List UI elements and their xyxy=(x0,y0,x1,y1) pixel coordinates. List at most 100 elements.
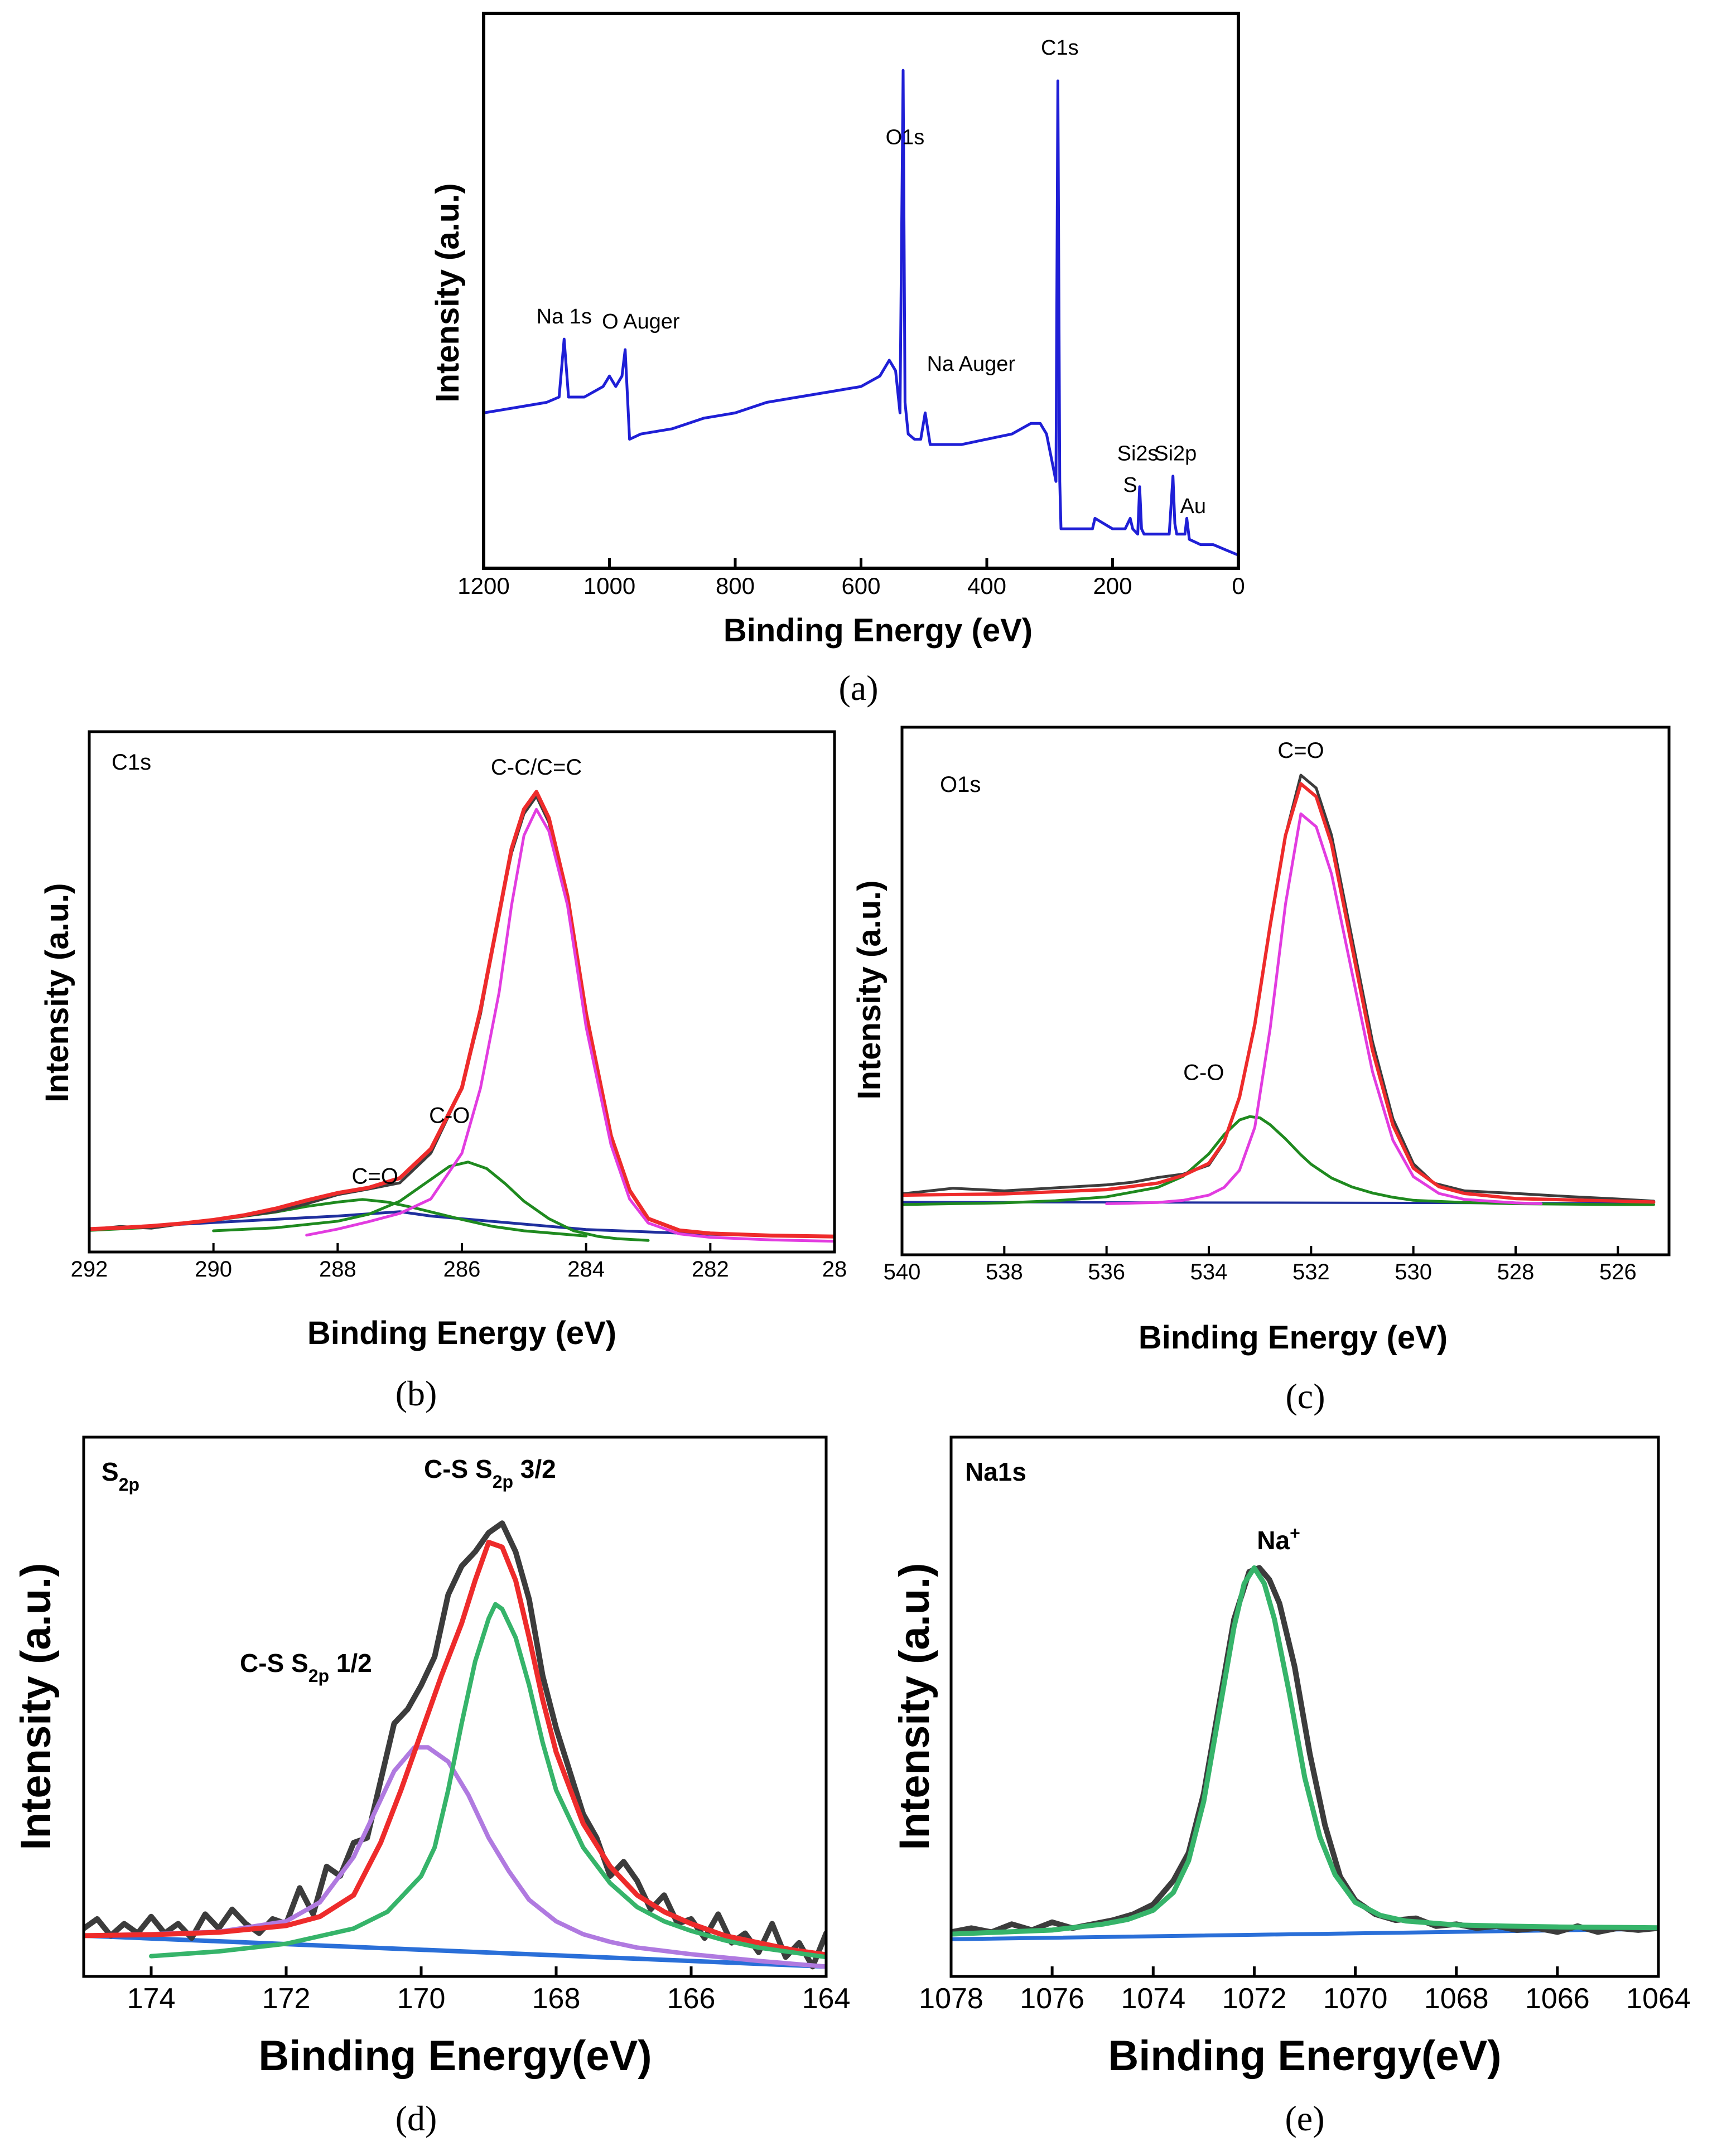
panel-c-series-envelope xyxy=(902,782,1656,1204)
panel-b-title: C1s xyxy=(112,750,151,775)
panel-b-tick-label: 290 xyxy=(195,1257,232,1282)
panel-b-peak-labels: C-C/C=C C-O C=O xyxy=(351,755,582,1189)
panel-c-title: O1s xyxy=(940,772,981,797)
panel-d-s2p: 174 172 170 168 166 164 S2p C-S S2p 3/2 C-S S… xyxy=(12,1435,851,2138)
panel-e-title: Na1s xyxy=(965,1457,1026,1486)
panel-e-y-axis-label: Intensity (a.u.) xyxy=(891,1563,938,1850)
panel-c-annotation-c-o: C-O xyxy=(1183,1061,1224,1085)
panel-a-annotation-c1s: C1s xyxy=(1041,36,1079,60)
panel-c-y-axis-label: Intensity (a.u.) xyxy=(851,880,888,1099)
panel-b-x-ticks: 292 290 288 286 284 282 28 xyxy=(71,1243,847,1282)
panel-e-tick-label: 1070 xyxy=(1323,1983,1388,2015)
panel-a-plot-area xyxy=(484,69,1238,557)
panel-d-tick-label: 164 xyxy=(802,1983,851,2015)
panel-d-tick-label: 170 xyxy=(397,1983,446,2015)
panel-e-series-na xyxy=(951,1565,1658,1937)
panel-d-x-axis-label: Binding Energy(eV) xyxy=(258,2032,652,2080)
panel-c-x-axis-label: Binding Energy (eV) xyxy=(1139,1319,1448,1356)
caption-e: (e) xyxy=(1285,2099,1324,2138)
panel-e-tick-label: 1078 xyxy=(919,1983,983,2015)
panel-c-tick-label: 536 xyxy=(1088,1260,1125,1284)
panel-b-series-group xyxy=(89,790,835,1243)
panel-c-series-c-o xyxy=(902,1115,1655,1206)
panel-c-tick-label: 540 xyxy=(884,1260,921,1284)
panel-d-series-group xyxy=(84,1520,826,1970)
panel-d-tick-label: 174 xyxy=(127,1983,176,2015)
caption-d: (d) xyxy=(396,2099,437,2138)
panel-e-tick-label: 1064 xyxy=(1626,1983,1691,2015)
panel-b-series-c-c-c-c xyxy=(305,808,835,1243)
panel-e-label-na-plus: Na+ xyxy=(1257,1523,1300,1555)
panel-a-annotation-o-auger: O Auger xyxy=(602,310,680,333)
panel-c-annotation-c-o: C=O xyxy=(1277,738,1324,763)
panel-e-x-axis-label: Binding Energy(eV) xyxy=(1108,2032,1501,2080)
panel-e-tick-label: 1072 xyxy=(1222,1983,1287,2015)
panel-e-series-group xyxy=(951,1565,1658,1941)
panel-d-series-c-s-s2p-1-2 xyxy=(84,1745,826,1969)
panel-b-tick-label: 288 xyxy=(319,1257,356,1282)
panel-d-series-baseline xyxy=(84,1933,826,1969)
panel-b-plot-area xyxy=(89,790,835,1243)
panel-b-series-envelope xyxy=(89,790,835,1239)
panel-a-tick-label: 600 xyxy=(841,573,880,599)
panel-d-x-ticks: 174 172 170 168 166 164 xyxy=(127,1966,851,2015)
panel-a-annotation-na-auger: Na Auger xyxy=(927,352,1016,376)
panel-b-tick-label: 286 xyxy=(443,1257,481,1282)
panel-a-annotation-au: Au xyxy=(1180,495,1206,518)
panel-c-x-ticks: 540 538 536 534 532 530 528 526 xyxy=(884,1246,1637,1284)
panel-e-tick-label: 1068 xyxy=(1424,1983,1489,2015)
panel-c-series-c-o xyxy=(1105,812,1543,1205)
panel-a-tick-label: 1000 xyxy=(583,573,635,599)
panel-d-tick-label: 172 xyxy=(262,1983,311,2015)
panel-a-series-group xyxy=(484,69,1238,557)
panel-b-annotation-c-o: C-O xyxy=(429,1103,470,1128)
panel-c-tick-label: 530 xyxy=(1395,1260,1432,1284)
caption-a: (a) xyxy=(838,668,878,708)
panel-a-x-axis-label: Binding Energy (eV) xyxy=(724,612,1033,649)
panel-a-tick-label: 1200 xyxy=(457,573,509,599)
panel-b-tick-label: 284 xyxy=(567,1257,605,1282)
caption-b: (b) xyxy=(396,1374,437,1413)
panel-e-tick-label: 1076 xyxy=(1020,1983,1084,2015)
panel-c-tick-label: 528 xyxy=(1497,1260,1535,1284)
panel-b-annotation-c-o: C=O xyxy=(351,1164,398,1189)
panel-c-tick-label: 534 xyxy=(1190,1260,1228,1284)
panel-d-y-axis-label: Intensity (a.u.) xyxy=(12,1563,60,1850)
panel-c-tick-label: 532 xyxy=(1292,1260,1330,1284)
panel-a-annotation-na-1s: Na 1s xyxy=(537,305,592,328)
panel-b-annotation-c-c-c-c: C-C/C=C xyxy=(491,755,582,780)
panel-b-tick-label: 282 xyxy=(692,1257,729,1282)
caption-c: (c) xyxy=(1285,1376,1325,1416)
panel-c-series-group xyxy=(902,774,1656,1206)
panel-a-tick-label: 800 xyxy=(716,573,755,599)
panel-b-x-axis-label: Binding Energy (eV) xyxy=(307,1315,616,1351)
panel-d-tick-label: 166 xyxy=(667,1983,716,2015)
panel-a-annotation-si2s: Si2s xyxy=(1117,442,1159,465)
panel-e-frame xyxy=(949,1435,1660,1978)
panel-b-tick-label: 28 xyxy=(822,1257,847,1282)
panel-e-x-ticks: 1078 1076 1074 1072 1070 1068 1066 1064 xyxy=(919,1966,1691,2015)
panel-e-tick-label: 1074 xyxy=(1121,1983,1185,2015)
panel-d-series-c-s-s2p-3-2 xyxy=(149,1602,826,1960)
panel-b-c1s: 292 290 288 286 284 282 28 C-C/C=C C-O C=O C1s B… xyxy=(39,730,847,1413)
panel-c-peak-labels: C=O C-O xyxy=(1183,738,1324,1085)
panel-c-plot-area xyxy=(902,774,1656,1206)
panel-a-survey: 1200 1000 800 600 400 200 0 C1s O1s Na 1s O Auger… xyxy=(430,12,1245,708)
panel-d-plot-area xyxy=(84,1520,826,1970)
panel-a-tick-label: 400 xyxy=(967,573,1006,599)
panel-a-tick-label: 200 xyxy=(1093,573,1132,599)
panel-a-series-survey xyxy=(484,69,1238,557)
panel-a-annotation-si2p: Si2p xyxy=(1154,442,1197,465)
panel-e-tick-label: 1066 xyxy=(1525,1983,1590,2015)
panel-b-series-c-o xyxy=(212,1161,650,1242)
panel-d-series-envelope xyxy=(84,1540,826,1957)
panel-a-x-ticks: 1200 1000 800 600 400 200 0 xyxy=(457,558,1245,599)
panel-b-y-axis-label: Intensity (a.u.) xyxy=(39,883,75,1102)
panel-c-o1s: 540 538 536 534 532 530 528 526 C=O C-O O1s Bind… xyxy=(851,726,1671,1416)
panel-a-y-axis-label: Intensity (a.u.) xyxy=(430,183,466,402)
panel-e-plot-area xyxy=(951,1565,1658,1941)
panel-d-frame xyxy=(82,1435,828,1978)
panel-c-tick-label: 526 xyxy=(1599,1260,1637,1284)
